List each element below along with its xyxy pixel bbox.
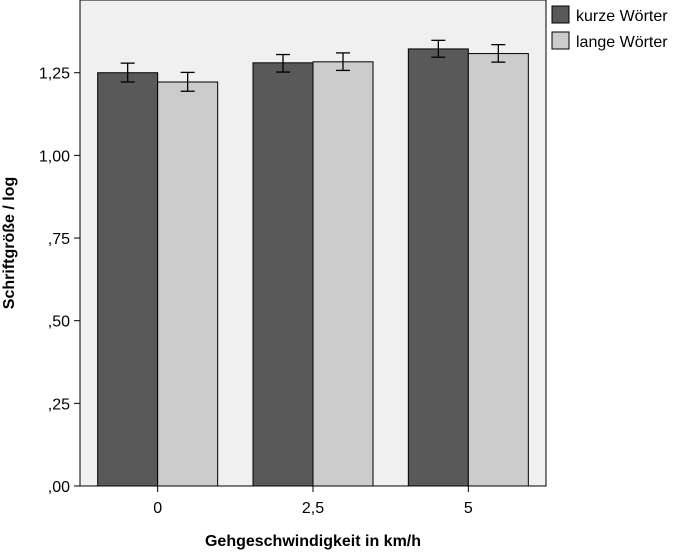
y-tick-label: ,75 [48, 231, 70, 248]
bar-lange-1 [312, 61, 374, 487]
bar-kurze-2 [407, 48, 469, 487]
bar-kurze-0 [97, 72, 159, 487]
bars-layer [97, 48, 529, 487]
error-bar-kurze-2 [431, 39, 446, 58]
bar-kurze-1 [252, 62, 314, 487]
x-axis: 0 2,5 5 [153, 486, 473, 517]
legend-item-lange: lange Wörter [551, 31, 668, 51]
legend-swatch [551, 5, 570, 24]
y-tick-label: 1,25 [39, 66, 70, 83]
error-bar-lange-0 [180, 71, 195, 92]
error-bar-lange-2 [491, 43, 506, 63]
y-tick-label: 1,00 [39, 148, 70, 165]
y-tick-label: ,25 [48, 396, 70, 413]
error-bars-layer [120, 39, 506, 92]
y-tick-label: ,00 [48, 479, 70, 496]
error-bar-kurze-0 [120, 62, 135, 83]
x-tick-label: 2,5 [302, 500, 324, 517]
legend: kurze Wörter lange Wörter [551, 5, 668, 51]
bar-lange-0 [157, 81, 219, 487]
x-axis-title: Gehgeschwindigkeit in km/h [205, 533, 421, 550]
legend-swatch [551, 31, 570, 50]
x-tick-label: 5 [464, 500, 473, 517]
x-tick-label: 0 [153, 500, 162, 517]
bar-lange-2 [467, 53, 529, 487]
legend-item-kurze: kurze Wörter [551, 5, 668, 25]
legend-label: lange Wörter [576, 34, 668, 51]
y-axis-title: Schriftgröße / log [1, 177, 18, 309]
error-bar-kurze-1 [276, 53, 290, 73]
y-tick-label: ,50 [48, 314, 70, 331]
error-bar-lange-1 [336, 52, 350, 72]
y-axis: ,00 ,25 ,50 ,75 1,00 1,25 [39, 66, 80, 496]
legend-label: kurze Wörter [576, 8, 668, 25]
